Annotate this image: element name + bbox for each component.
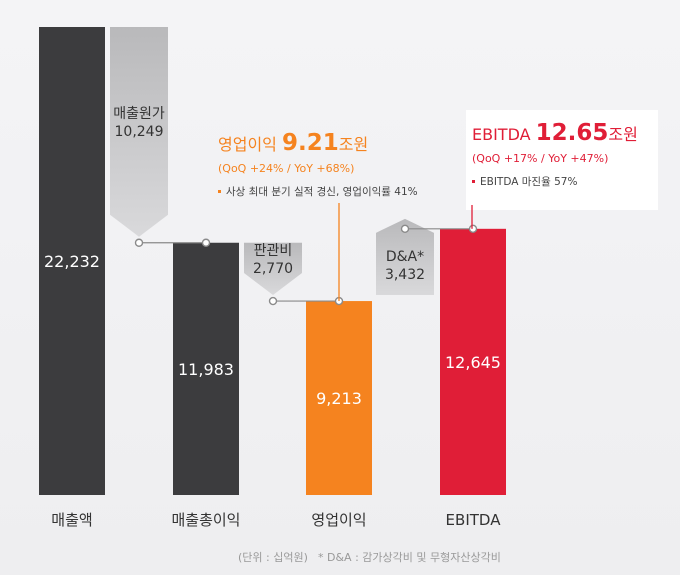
bar-value-label-4: 12,645: [445, 353, 501, 372]
step-value-label-1: 10,249: [115, 124, 164, 140]
bar-value-label-3: 9,213: [316, 389, 362, 408]
callout-bullet-ebitda: [472, 180, 475, 183]
unit-note: (단위 : 십억원): [238, 551, 308, 564]
connector-dot-end-1: [201, 238, 211, 247]
callout-note-ebitda: EBITDA 마진율 57%: [480, 176, 577, 188]
bar-1: [39, 27, 105, 495]
callout-bullet-item: [218, 190, 221, 193]
callout-subtitle-ebitda: (QoQ +17% / YoY +47%): [472, 152, 608, 165]
bar-value-label-2: 11,983: [178, 360, 234, 379]
callout-note-item: 사상 최대 분기 실적 경신, 영업이익률 41%: [226, 185, 418, 198]
connector-dot-start-2: [268, 296, 278, 306]
step-name-label-1: 매출원가: [113, 106, 165, 122]
connector-dot-start-1: [134, 238, 144, 247]
connector-dot-end-3: [468, 224, 478, 234]
bar-value-label-1: 22,232: [44, 252, 100, 271]
callout-box-ebitda: [466, 110, 658, 210]
step-arrow-item: [110, 27, 168, 237]
callout-subtitle-item: (QoQ +24% / YoY +68%): [218, 162, 354, 175]
step-arrow-item: [244, 242, 302, 296]
callout-title-item: 영업이익 9.21조원: [218, 130, 368, 156]
step-value-label-3: 3,432: [385, 267, 425, 283]
connector-dot-start-3: [400, 224, 410, 234]
bar-3: [306, 301, 372, 495]
step-arrow-d-a: [376, 218, 434, 296]
da-footnote: * D&A : 감가상각비 및 무형자산상각비: [318, 551, 501, 564]
bar-2: [173, 242, 239, 495]
category-label-4: EBITDA: [446, 511, 502, 529]
callout-title-ebitda: EBITDA 12.65조원: [472, 120, 638, 146]
bar-4: [440, 228, 506, 495]
category-label-2: 매출총이익: [171, 511, 240, 529]
step-value-label-2: 2,770: [253, 261, 293, 277]
step-name-label-3: D&A*: [386, 249, 424, 265]
category-label-1: 매출액: [51, 511, 92, 529]
category-label-3: 영업이익: [311, 511, 366, 529]
step-name-label-2: 판관비: [254, 243, 293, 259]
